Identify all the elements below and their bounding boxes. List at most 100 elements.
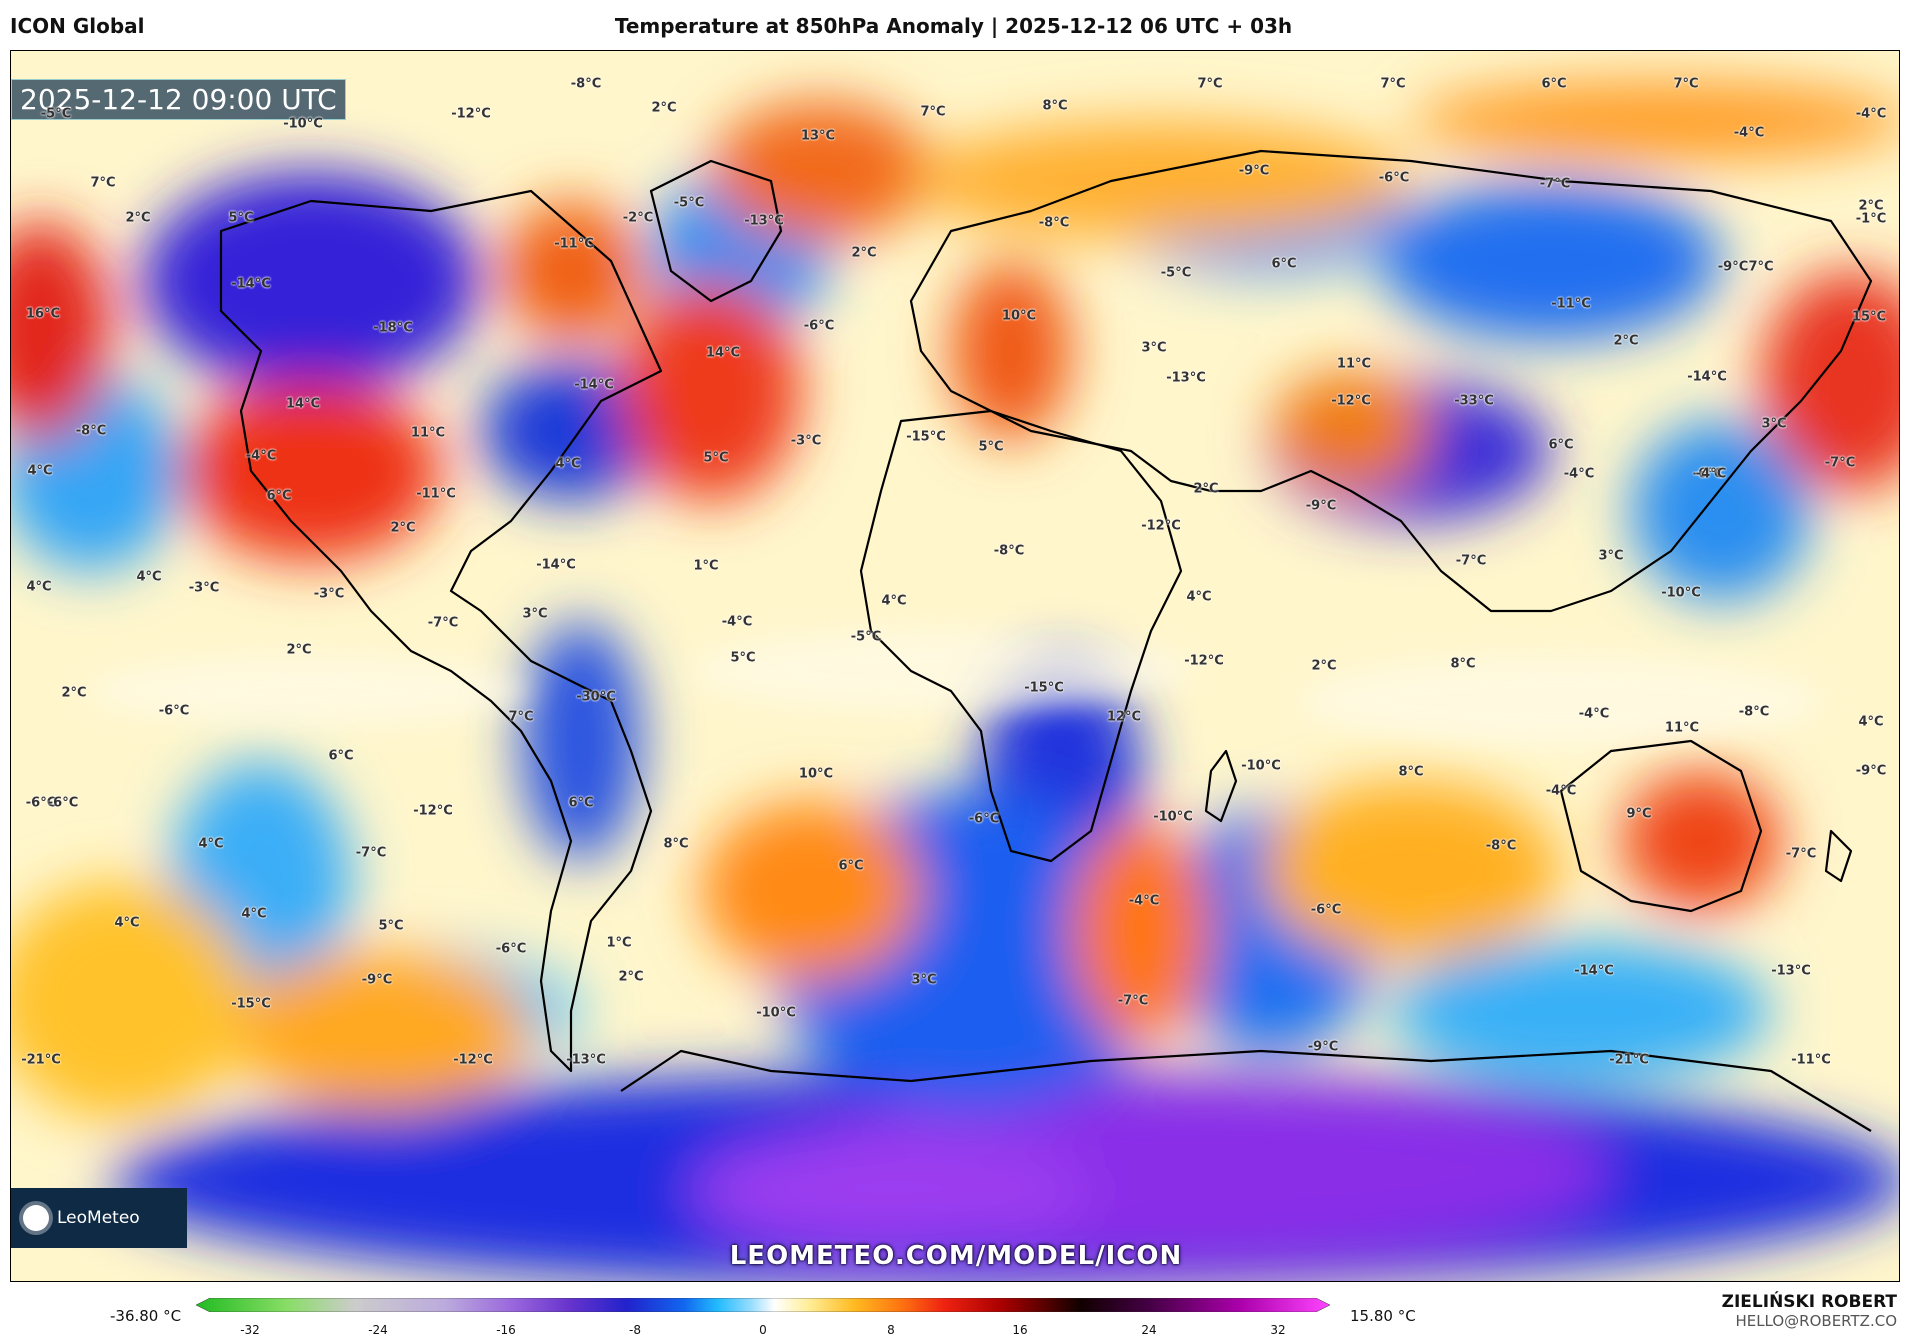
temp-label: -14°C — [1574, 963, 1614, 979]
temp-label: 1°C — [606, 935, 632, 951]
temp-label: -7°C — [1117, 993, 1149, 1009]
temp-label: -11°C — [1551, 296, 1591, 312]
temp-label: 6°C — [328, 748, 354, 764]
temp-label: -4°C — [1563, 466, 1595, 482]
temp-label: 2°C — [1311, 658, 1337, 674]
temp-label: -13°C — [1166, 370, 1206, 386]
temp-label: 3°C — [911, 972, 937, 988]
temp-label: -4°C — [1695, 466, 1727, 482]
colorbar-tick: 8 — [887, 1323, 895, 1337]
temp-label: 3°C — [1761, 416, 1787, 432]
colorbar-tick: -32 — [240, 1323, 260, 1337]
temp-label: -7°C — [355, 845, 387, 861]
temp-label: -6°C — [1692, 466, 1724, 482]
temp-label: 2°C — [1613, 333, 1639, 349]
temp-label: -10°C — [1241, 758, 1281, 774]
temp-label: -5°C — [1160, 265, 1192, 281]
temp-label: -4°C — [1733, 125, 1765, 141]
temp-label: -6°C — [47, 795, 79, 811]
temp-label: 2°C — [286, 642, 312, 658]
temp-label: -8°C — [570, 76, 602, 92]
temp-label: 14°C — [285, 396, 321, 412]
temp-label: 7°C — [508, 709, 534, 725]
temp-label: -6°C — [25, 795, 57, 811]
temp-label: -4°C — [1545, 783, 1577, 799]
temp-label: 2°C — [851, 245, 877, 261]
temp-label: -15°C — [906, 429, 946, 445]
temp-label: -6°C — [1378, 170, 1410, 186]
temp-label: -14°C — [536, 557, 576, 573]
temp-label: 4°C — [114, 915, 140, 931]
temp-label: -4°C — [1578, 706, 1610, 722]
temp-label: -21°C — [1609, 1052, 1649, 1068]
temp-label: 5°C — [378, 918, 404, 934]
temp-label: 7°C — [1748, 259, 1774, 275]
temp-label: -9°C — [1305, 498, 1337, 514]
anomaly-field — [11, 51, 1899, 1281]
temp-label: -7°C — [1455, 553, 1487, 569]
colorbar — [196, 1298, 1330, 1312]
author-email[interactable]: HELLO@ROBERTZ.CO — [1735, 1312, 1897, 1330]
temp-label: -8°C — [1038, 215, 1070, 231]
temp-label: 4°C — [198, 836, 224, 852]
temp-label: 4°C — [241, 906, 267, 922]
temp-label: 5°C — [730, 650, 756, 666]
temp-label: 6°C — [838, 858, 864, 874]
temp-label: -4°C — [721, 614, 753, 630]
temp-label: 2°C — [390, 520, 416, 536]
temp-label: -9°C — [1307, 1039, 1339, 1055]
temp-label: -5°C — [850, 629, 882, 645]
sun-icon — [23, 1205, 49, 1231]
temp-label: -9°C — [1855, 763, 1887, 779]
source-url[interactable]: LEOMETEO.COM/MODEL/ICON — [729, 1241, 1183, 1271]
temp-label: 5°C — [228, 210, 254, 226]
colorbar-tick: -16 — [496, 1323, 516, 1337]
temp-label: 4°C — [26, 579, 52, 595]
temp-label: -11°C — [554, 236, 594, 252]
leometeo-logo: LeoMeteo — [11, 1188, 187, 1248]
temp-label: 14°C — [705, 345, 741, 361]
temp-label: 7°C — [1380, 76, 1406, 92]
temp-label: -1°C — [1855, 211, 1887, 227]
temp-label: -5°C — [40, 106, 72, 122]
temp-label: 2°C — [61, 685, 87, 701]
temp-label: 4°C — [136, 569, 162, 585]
temp-label: 6°C — [1548, 437, 1574, 453]
temp-label: -6°C — [495, 941, 527, 957]
temp-label: 2°C — [651, 100, 677, 116]
temp-label: 2°C — [1193, 481, 1219, 497]
temp-label: -7°C — [1785, 846, 1817, 862]
temp-label: -14°C — [1687, 369, 1727, 385]
temp-label: 6°C — [1541, 76, 1567, 92]
colorbar-tick: 32 — [1270, 1323, 1286, 1337]
temp-label: 7°C — [920, 104, 946, 120]
temp-label: 2°C — [1858, 198, 1884, 214]
valid-time-badge: 2025-12-12 09:00 UTC — [11, 79, 346, 120]
temp-label: -7°C — [427, 615, 459, 631]
anomaly-map[interactable]: 2025-12-12 09:00 UTC -5°C -10°C -12°C -8… — [10, 50, 1900, 1282]
temp-label: -30°C — [576, 689, 616, 705]
temp-label: -2°C — [622, 210, 654, 226]
temp-label: 12°C — [1106, 709, 1142, 725]
temp-label: 11°C — [410, 425, 446, 441]
temp-label: 7°C — [1197, 76, 1223, 92]
temp-label: -11°C — [416, 486, 456, 502]
temp-label: 6°C — [1271, 256, 1297, 272]
temp-label: 4°C — [881, 593, 907, 609]
temp-label: 7°C — [90, 175, 116, 191]
temp-label: -5°C — [673, 195, 705, 211]
temp-label: 8°C — [1450, 656, 1476, 672]
temp-label: -8°C — [75, 423, 107, 439]
temp-label: -12°C — [1331, 393, 1371, 409]
temp-label: -4°C — [1855, 106, 1887, 122]
footer: -36.80 °C — [0, 1290, 1907, 1338]
temp-label: -12°C — [453, 1052, 493, 1068]
temp-label: 4°C — [1186, 589, 1212, 605]
temp-label: -10°C — [1661, 585, 1701, 601]
temp-label: 6°C — [266, 488, 292, 504]
colorbar-tick: 24 — [1141, 1323, 1157, 1337]
temp-label: -11°C — [1791, 1052, 1831, 1068]
temp-label: 2°C — [618, 969, 644, 985]
map-title: Temperature at 850hPa Anomaly | 2025-12-… — [614, 14, 1293, 38]
temp-label: -13°C — [744, 213, 784, 229]
